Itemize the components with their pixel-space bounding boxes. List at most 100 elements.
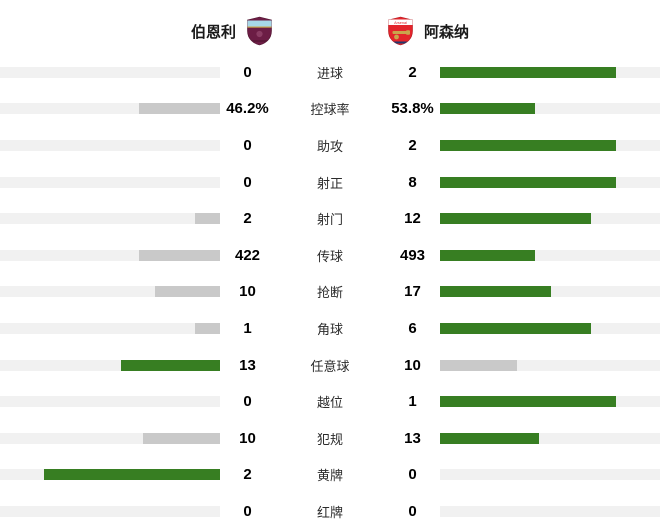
home-bar-track xyxy=(0,249,220,261)
away-stat-value: 493 xyxy=(399,246,426,264)
stat-row: 422 传球 493 xyxy=(0,237,660,274)
home-stat-bar xyxy=(0,249,220,261)
stat-row: 10 抢断 17 xyxy=(0,274,660,311)
away-bar-fill xyxy=(440,176,616,188)
away-bar-fill xyxy=(440,359,517,371)
away-stat-bar xyxy=(440,213,660,225)
home-bar-track xyxy=(0,432,220,444)
home-bar-fill xyxy=(194,322,220,334)
away-stat-value: 8 xyxy=(408,173,417,191)
away-bar-fill xyxy=(440,249,535,261)
home-stat-bar xyxy=(0,432,220,444)
stat-label: 控球率 xyxy=(310,102,350,118)
stat-label: 射正 xyxy=(316,175,343,191)
home-stat-bar xyxy=(0,286,220,298)
home-team: 伯恩利 xyxy=(0,16,275,46)
stat-label: 犯规 xyxy=(316,431,343,447)
home-stat-value: 2 xyxy=(243,466,252,484)
away-bar-fill xyxy=(440,213,591,225)
home-stat-value: 0 xyxy=(243,63,252,81)
away-stat-value: 53.8% xyxy=(391,100,434,118)
away-stat-value: 1 xyxy=(408,393,417,411)
away-stat-bar xyxy=(440,396,660,408)
stat-row: 0 射正 8 xyxy=(0,164,660,201)
away-stat-bar xyxy=(440,432,660,444)
away-stat-bar xyxy=(440,103,660,115)
home-stat-value: 1 xyxy=(243,319,252,337)
home-stat-bar xyxy=(0,322,220,334)
stat-row: 10 犯规 13 xyxy=(0,420,660,457)
away-stat-value: 2 xyxy=(408,63,417,81)
stat-row: 0 越位 1 xyxy=(0,383,660,420)
away-bar-track xyxy=(440,103,660,115)
away-stat-bar xyxy=(440,505,660,517)
home-bar-fill xyxy=(138,249,220,261)
away-bar-fill xyxy=(440,322,591,334)
away-stat-value: 13 xyxy=(404,429,421,447)
away-bar-fill xyxy=(440,396,616,408)
away-team: Arsenal 阿森纳 xyxy=(385,16,660,46)
away-stat-value: 6 xyxy=(408,319,417,337)
teams-header: 伯恩利 xyxy=(0,8,660,54)
svg-text:Arsenal: Arsenal xyxy=(394,21,407,25)
home-bar-fill xyxy=(138,103,220,115)
home-stat-bar xyxy=(0,359,220,371)
stat-label: 抢断 xyxy=(316,285,343,301)
home-stat-bar xyxy=(0,66,220,78)
home-bar-fill xyxy=(194,213,220,225)
away-stat-bar xyxy=(440,469,660,481)
away-team-name: 阿森纳 xyxy=(424,23,470,41)
away-bar-fill xyxy=(440,286,551,298)
stat-row: 0 助攻 2 xyxy=(0,127,660,164)
away-stat-bar xyxy=(440,249,660,261)
away-bar-track xyxy=(440,469,660,481)
home-team-name: 伯恩利 xyxy=(190,23,236,41)
away-stat-bar xyxy=(440,286,660,298)
away-bar-track xyxy=(440,249,660,261)
burnley-crest-icon xyxy=(246,16,273,46)
away-stat-value: 10 xyxy=(404,356,421,374)
home-bar-track xyxy=(0,66,220,78)
home-bar-track xyxy=(0,322,220,334)
home-stat-bar xyxy=(0,505,220,517)
home-bar-track xyxy=(0,505,220,517)
away-bar-fill xyxy=(440,103,535,115)
home-bar-track xyxy=(0,176,220,188)
away-stat-bar xyxy=(440,359,660,371)
home-stat-value: 46.2% xyxy=(226,100,269,118)
home-stat-bar xyxy=(0,396,220,408)
away-bar-track xyxy=(440,505,660,517)
stat-row: 1 角球 6 xyxy=(0,310,660,347)
stat-label: 红牌 xyxy=(316,504,343,520)
stat-row: 46.2% 控球率 53.8% xyxy=(0,91,660,128)
stat-label: 越位 xyxy=(316,395,343,411)
stat-label: 射门 xyxy=(316,212,343,228)
home-bar-fill xyxy=(44,469,220,481)
away-bar-track xyxy=(440,432,660,444)
home-stat-bar xyxy=(0,469,220,481)
arsenal-crest-icon: Arsenal xyxy=(387,16,414,46)
home-bar-track xyxy=(0,286,220,298)
home-bar-track xyxy=(0,396,220,408)
stat-label: 传球 xyxy=(316,248,343,264)
away-stat-value: 2 xyxy=(408,136,417,154)
stat-row: 13 任意球 10 xyxy=(0,347,660,384)
home-stat-value: 0 xyxy=(243,502,252,520)
home-stat-value: 10 xyxy=(239,429,256,447)
home-bar-fill xyxy=(154,286,220,298)
home-stat-value: 0 xyxy=(243,136,252,154)
home-stat-bar xyxy=(0,103,220,115)
home-stat-value: 2 xyxy=(243,210,252,228)
away-stat-bar xyxy=(440,139,660,151)
home-stat-value: 10 xyxy=(239,283,256,301)
home-stat-bar xyxy=(0,139,220,151)
stats-rows: 0 进球 2 46.2% 控球率 53.8% 0 助攻 2 xyxy=(0,54,660,530)
home-stat-value: 13 xyxy=(239,356,256,374)
away-bar-fill xyxy=(440,139,616,151)
away-stat-bar xyxy=(440,66,660,78)
home-bar-track xyxy=(0,213,220,225)
stat-row: 0 红牌 0 xyxy=(0,493,660,530)
away-stat-value: 17 xyxy=(404,283,421,301)
stat-label: 助攻 xyxy=(316,138,343,154)
away-bar-track xyxy=(440,359,660,371)
